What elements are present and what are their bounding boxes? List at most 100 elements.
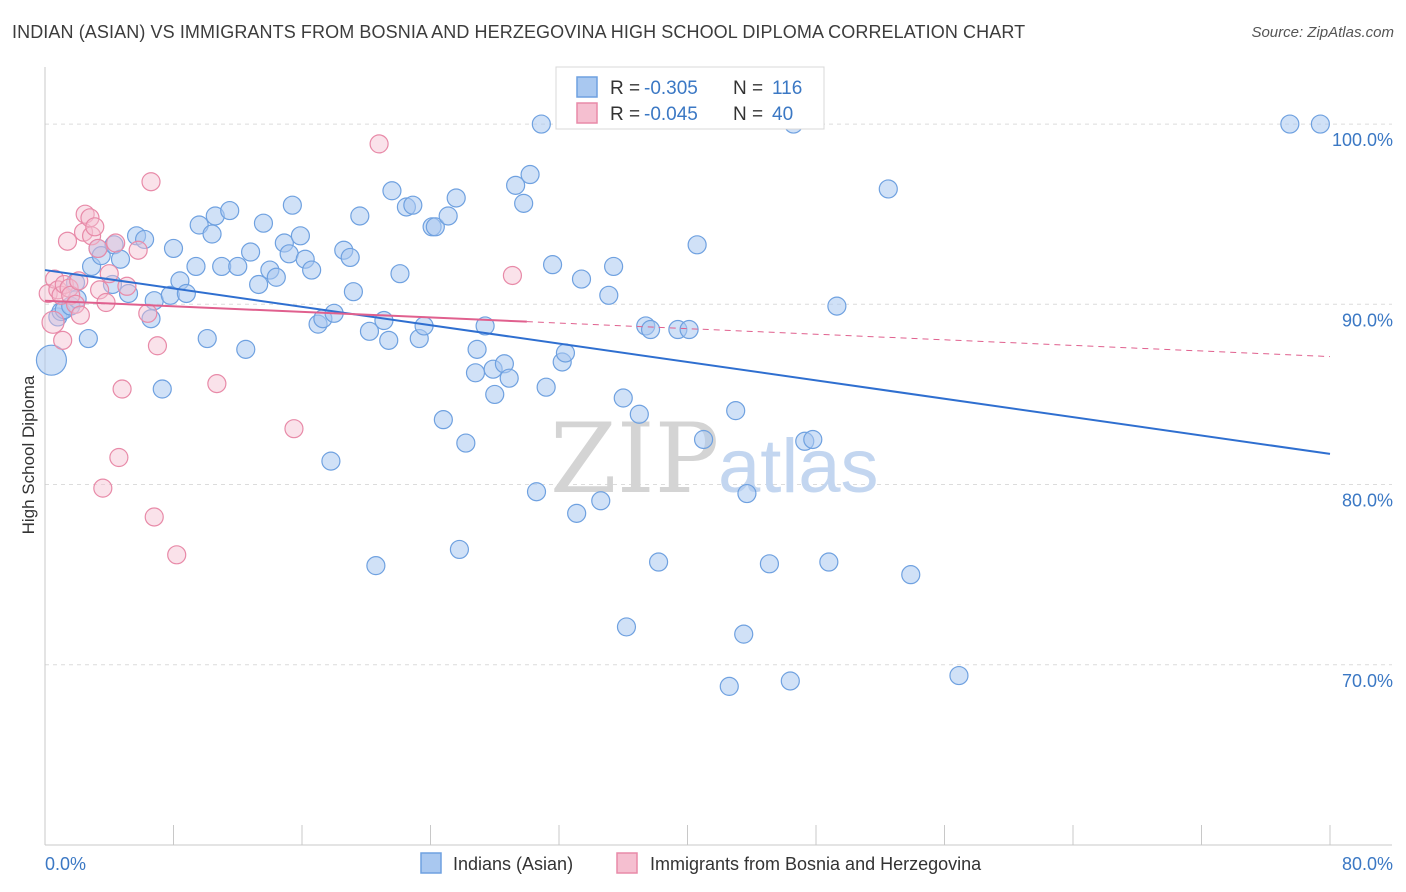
point-bosnia-10 — [65, 294, 86, 314]
point-indians-81 — [536, 377, 556, 397]
point-indians-97 — [679, 319, 699, 340]
point-bosnia-4 — [51, 285, 71, 305]
y-tick-label-100: 100.0% — [1332, 130, 1393, 150]
point-indians-46 — [321, 451, 341, 471]
stats-legend: R = -0.305 N = 116 R = -0.045 N = 40 — [555, 66, 825, 130]
point-indians-75 — [499, 368, 519, 388]
point-indians-55 — [379, 330, 399, 350]
point-indians-50 — [343, 282, 363, 302]
point-bosnia-23 — [106, 233, 126, 253]
legend-r-value-2: -0.045 — [644, 104, 698, 125]
point-indians-79 — [526, 482, 547, 502]
x-tick-label-80: 80.0% — [1342, 854, 1393, 874]
point-bosnia-33 — [207, 374, 227, 394]
point-indians-69 — [465, 363, 486, 383]
point-indians-76 — [506, 175, 526, 195]
point-indians-90 — [613, 388, 633, 408]
point-indians-108 — [819, 552, 839, 572]
series-label-bosnia: Immigrants from Bosnia and Herzegovina — [650, 854, 982, 874]
y-axis-label: High School Diploma — [19, 375, 38, 534]
point-bosnia-29 — [141, 172, 161, 192]
axes — [44, 67, 1392, 846]
point-indians-7 — [78, 328, 98, 349]
point-indians-43 — [302, 260, 322, 280]
legend-n-value-2: 40 — [772, 104, 793, 125]
point-indians-32 — [236, 339, 256, 359]
point-indians-111 — [901, 565, 921, 585]
point-indians-41 — [290, 226, 310, 246]
point-indians-65 — [438, 206, 458, 226]
point-indians-91 — [616, 617, 637, 637]
point-bosnia-32 — [167, 545, 187, 565]
point-indians-40 — [282, 195, 302, 215]
point-indians-66 — [446, 188, 466, 208]
point-indians-71 — [475, 316, 495, 336]
point-indians-24 — [186, 256, 206, 277]
y-tick-label-80: 80.0% — [1342, 491, 1393, 511]
point-indians-37 — [266, 267, 286, 287]
point-indians-26 — [197, 328, 217, 349]
point-indians-99 — [693, 429, 714, 450]
point-indians-27 — [202, 224, 222, 244]
stats-legend-box — [555, 66, 825, 130]
point-indians-114 — [1310, 114, 1330, 134]
point-bosnia-35 — [369, 134, 389, 154]
point-bosnia-18 — [88, 238, 108, 259]
legend-r-value-1: -0.305 — [644, 78, 698, 99]
point-indians-100 — [719, 676, 739, 696]
legend-r-label-1: R = — [610, 78, 640, 99]
point-indians-59 — [403, 195, 423, 215]
point-indians-57 — [390, 264, 410, 284]
point-indians-52 — [359, 321, 380, 341]
point-bosnia-30 — [144, 507, 164, 527]
point-indians-63 — [425, 217, 445, 237]
point-bosnia-8 — [59, 278, 79, 298]
point-indians-30 — [220, 200, 240, 221]
point-bosnia-36 — [502, 265, 523, 286]
x-tick-label-0: 0.0% — [45, 854, 86, 874]
point-indians-31 — [228, 256, 248, 277]
point-indians-53 — [366, 556, 386, 576]
trend-line-bosnia — [44, 299, 527, 323]
point-bosnia-28 — [138, 303, 158, 323]
point-indians-107 — [803, 429, 823, 450]
y-tick-labels: 100.0% 90.0% 80.0% 70.0% — [1332, 130, 1393, 691]
point-indians-16 — [134, 229, 155, 250]
point-bosnia-17 — [85, 217, 105, 237]
legend-r-label-2: R = — [610, 104, 640, 125]
point-indians-33 — [241, 242, 261, 262]
legend-n-label-2: N = — [733, 104, 763, 125]
point-indians-112 — [949, 665, 969, 686]
y-tick-label-70: 70.0% — [1342, 671, 1393, 691]
point-bosnia-5 — [53, 330, 73, 350]
point-bosnia-1 — [41, 310, 65, 334]
point-indians-51 — [350, 206, 370, 226]
series-label-indians: Indians (Asian) — [453, 854, 573, 874]
point-indians-73 — [485, 384, 505, 405]
point-bosnia-27 — [128, 240, 148, 260]
point-indians-82 — [542, 255, 563, 275]
point-indians-113 — [1280, 114, 1300, 134]
point-indians-109 — [827, 296, 847, 316]
point-indians-80 — [531, 114, 551, 134]
point-bosnia-7 — [57, 231, 78, 251]
point-indians-86 — [571, 269, 592, 289]
trend-line-indians — [44, 269, 1331, 455]
point-indians-89 — [604, 256, 624, 277]
legend-swatch-blue — [576, 76, 598, 98]
trend-lines — [44, 269, 1331, 455]
legend-n-label-1: N = — [733, 78, 763, 99]
point-indians-110 — [878, 179, 898, 199]
point-bosnia-12 — [70, 305, 90, 325]
point-indians-35 — [253, 213, 274, 233]
grid-lines — [45, 123, 1392, 666]
point-indians-92 — [629, 404, 649, 424]
point-indians-98 — [687, 235, 707, 255]
point-indians-49 — [340, 247, 360, 268]
point-indians-56 — [382, 181, 402, 201]
chart-title: INDIAN (ASIAN) VS IMMIGRANTS FROM BOSNIA… — [12, 22, 1026, 42]
point-indians-95 — [648, 552, 669, 572]
series-legend: Indians (Asian) Immigrants from Bosnia a… — [420, 852, 982, 874]
point-indians-21 — [163, 238, 184, 259]
point-bosnia-25 — [112, 379, 132, 399]
